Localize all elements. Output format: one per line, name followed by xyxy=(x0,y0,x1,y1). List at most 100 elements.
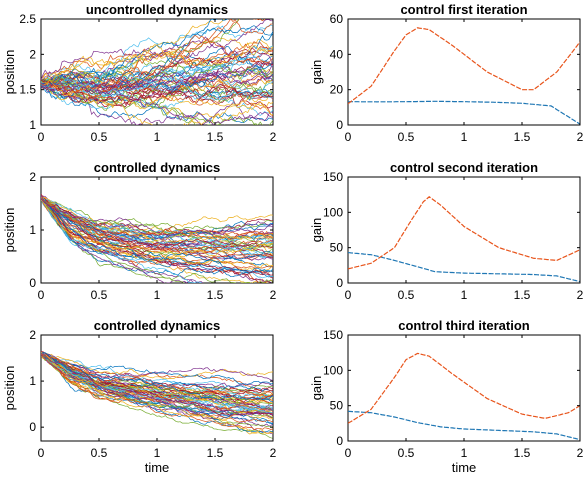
x-tick-label: 0 xyxy=(38,130,45,144)
y-axis-label: position xyxy=(2,208,17,253)
y-tick-label: 1 xyxy=(29,118,36,132)
y-axis-label: position xyxy=(2,366,17,411)
plot-area xyxy=(41,351,273,439)
gain-series-1 xyxy=(348,410,580,441)
y-axis-label: position xyxy=(2,50,17,95)
y-tick-label: 1 xyxy=(29,374,36,388)
chart-title: control first iteration xyxy=(400,2,527,17)
trajectory-line xyxy=(41,351,273,396)
x-tick-label: 1.5 xyxy=(514,288,531,302)
trajectory-line xyxy=(41,198,273,240)
chart-title: uncontrolled dynamics xyxy=(86,2,228,17)
plot-area xyxy=(348,27,580,125)
x-tick-label: 1 xyxy=(461,130,468,144)
y-tick-label: 0 xyxy=(29,420,36,434)
x-tick-label: 0.5 xyxy=(398,288,415,302)
x-tick-label: 1 xyxy=(154,446,161,460)
y-tick-label: 2 xyxy=(29,170,36,184)
trajectory-line xyxy=(41,197,273,278)
x-tick-label: 1.5 xyxy=(207,446,224,460)
trajectory-line xyxy=(41,353,273,424)
trajectory-line xyxy=(41,200,273,257)
y-tick-label: 0 xyxy=(336,434,343,448)
chart-title: control second iteration xyxy=(390,160,538,175)
y-tick-label: 150 xyxy=(323,328,343,342)
x-tick-label: 1.5 xyxy=(514,130,531,144)
x-tick-label: 0 xyxy=(345,130,352,144)
y-tick-label: 150 xyxy=(323,170,343,184)
trajectory-line xyxy=(41,353,273,413)
trajectory-line xyxy=(41,352,273,399)
panel-1: 0 0.5 1 1.5 2 1 1.5 2 2.5 uncontrolled dynamics po… xyxy=(2,2,277,144)
x-tick-label: 0.5 xyxy=(91,446,108,460)
gain-series-1 xyxy=(348,252,580,283)
y-axis-label: gain xyxy=(309,60,324,85)
trajectory-line xyxy=(41,65,273,93)
y-tick-label: 20 xyxy=(330,83,344,97)
trajectory-line xyxy=(41,351,273,416)
x-tick-label: 0.5 xyxy=(91,288,108,302)
gain-series-2 xyxy=(348,196,580,270)
y-tick-label: 1.5 xyxy=(19,83,36,97)
trajectory-line xyxy=(41,55,273,91)
y-tick-label: 50 xyxy=(330,399,344,413)
trajectory-line xyxy=(41,353,273,431)
x-tick-label: 2 xyxy=(577,446,584,460)
x-tick-label: 1.5 xyxy=(514,446,531,460)
trajectory-line xyxy=(41,198,273,250)
trajectory-line xyxy=(41,196,273,238)
plot-area xyxy=(41,193,273,283)
panel-5: 0 0.5 1 1.5 2 0 1 2 controlled dynamics position t… xyxy=(2,318,277,475)
trajectory-line xyxy=(41,86,273,124)
trajectory-line xyxy=(41,83,273,125)
trajectory-line xyxy=(41,199,202,283)
x-tick-label: 0 xyxy=(38,446,45,460)
trajectory-line xyxy=(41,198,273,249)
trajectory-line xyxy=(41,352,273,393)
trajectory-line xyxy=(41,81,273,117)
x-tick-label: 0.5 xyxy=(398,446,415,460)
trajectory-line xyxy=(41,34,273,93)
y-tick-label: 2.5 xyxy=(19,12,36,26)
x-tick-label: 2 xyxy=(270,288,277,302)
x-tick-label: 2 xyxy=(577,130,584,144)
trajectory-line xyxy=(41,198,273,283)
panel-4: 0 0.5 1 1.5 2 0 50 100 150 control second iterati… xyxy=(309,160,584,302)
plot-frame xyxy=(347,334,581,442)
plot-area xyxy=(348,196,580,283)
trajectory-line xyxy=(41,63,273,84)
trajectory-line xyxy=(41,352,273,416)
x-tick-label: 2 xyxy=(270,130,277,144)
y-tick-label: 0 xyxy=(336,118,343,132)
chart-title: controlled dynamics xyxy=(94,160,220,175)
gain-series-2 xyxy=(348,352,580,424)
gain-series-2 xyxy=(348,27,580,105)
y-tick-label: 100 xyxy=(323,363,343,377)
trajectory-line xyxy=(41,24,273,87)
trajectory-line xyxy=(41,197,273,257)
trajectory-line xyxy=(41,354,273,423)
trajectory-line xyxy=(41,200,273,268)
chart-title: control third iteration xyxy=(398,318,530,333)
trajectory-line xyxy=(41,80,273,125)
trajectory-line xyxy=(41,198,273,283)
trajectory-line xyxy=(41,66,273,92)
y-tick-label: 40 xyxy=(330,47,344,61)
x-tick-label: 0.5 xyxy=(91,130,108,144)
trajectory-line xyxy=(41,69,273,101)
trajectory-line xyxy=(41,80,273,111)
x-tick-label: 2 xyxy=(577,288,584,302)
trajectory-line xyxy=(41,199,273,269)
y-tick-label: 60 xyxy=(330,12,344,26)
trajectory-line xyxy=(41,197,273,253)
y-tick-label: 50 xyxy=(330,241,344,255)
trajectory-line xyxy=(41,198,273,278)
trajectory-line xyxy=(41,25,273,87)
trajectory-line xyxy=(41,352,273,380)
x-tick-label: 1 xyxy=(461,446,468,460)
panel-6: 0 0.5 1 1.5 2 0 50 100 150 control third iteratio… xyxy=(309,318,584,475)
trajectory-line xyxy=(41,75,273,98)
trajectory-line xyxy=(41,73,273,101)
x-axis-label: time xyxy=(452,460,477,475)
